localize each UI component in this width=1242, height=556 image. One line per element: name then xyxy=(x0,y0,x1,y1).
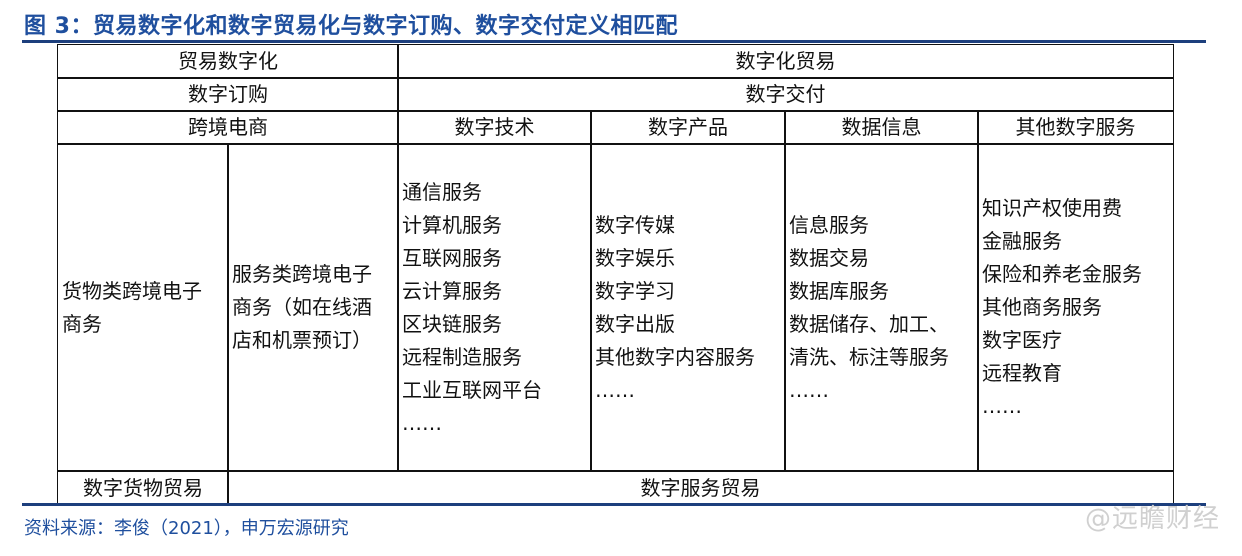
header-data-info: 数据信息 xyxy=(784,110,979,145)
list-item: 区块链服务 xyxy=(402,311,502,336)
header-trade-digitalization: 贸易数字化 xyxy=(57,44,399,79)
cell-goods-ecommerce: 货物类跨境电子 商务 xyxy=(57,143,229,472)
list-item: 计算机服务 xyxy=(402,212,502,237)
list-item: 工业互联网平台 xyxy=(402,377,542,402)
text-line: 商务（如在线酒 xyxy=(232,295,372,319)
list-item: 数据库服务 xyxy=(789,278,889,303)
header-digital-delivery: 数字交付 xyxy=(397,77,1174,112)
cell-digital-services-trade: 数字服务贸易 xyxy=(227,470,1174,506)
list-item: 互联网服务 xyxy=(402,245,502,270)
list-item: 其他商务服务 xyxy=(982,295,1102,319)
list-item: 通信服务 xyxy=(402,179,482,204)
list-item: …… xyxy=(402,410,442,435)
list-item: 远程教育 xyxy=(982,361,1062,385)
list-item: 知识产权使用费 xyxy=(982,196,1122,220)
list-item: 数字学习 xyxy=(595,278,675,303)
list-item: …… xyxy=(595,377,635,402)
cell-digital-goods-trade: 数字货物贸易 xyxy=(57,470,229,506)
list-item: 远程制造服务 xyxy=(402,344,522,369)
list-item: 数字出版 xyxy=(595,311,675,336)
cell-digital-tech: 通信服务计算机服务互联网服务云计算服务区块链服务远程制造服务 工业互联网平台 …… xyxy=(397,143,592,472)
list-item: 数据储存、加工、 xyxy=(789,311,949,336)
header-digital-products: 数字产品 xyxy=(590,110,786,145)
title-rule xyxy=(22,40,1206,43)
text-line: 店和机票预订） xyxy=(232,328,372,352)
text-line: 商务 xyxy=(62,311,102,336)
cell-digital-products: 数字传媒数字娱乐数字学习数字出版其他数字内容服务 …… xyxy=(590,143,786,472)
list-item: 信息服务 xyxy=(789,212,869,237)
list-item: 数字娱乐 xyxy=(595,245,675,270)
cell-other-services: 知识产权使用费 金融服务保险和养老金服务 其他商务服务 数字医疗远程教育 …… xyxy=(977,143,1174,472)
list-item: 清洗、标注等服务 xyxy=(789,344,949,369)
header-digital-trade: 数字化贸易 xyxy=(397,44,1174,79)
list-item: 其他数字内容服务 xyxy=(595,344,755,369)
list-item: 数字医疗 xyxy=(982,328,1062,352)
list-item: 数据交易 xyxy=(789,245,869,270)
list-item: 保险和养老金服务 xyxy=(982,262,1142,286)
list-item: 金融服务 xyxy=(982,229,1062,253)
header-digital-ordering: 数字订购 xyxy=(57,77,399,112)
list-item: …… xyxy=(789,377,829,402)
watermark: @远瞻财经 xyxy=(1084,504,1220,534)
cell-services-ecommerce: 服务类跨境电子 商务（如在线酒 店和机票预订） xyxy=(227,143,399,472)
source-note: 资料来源：李俊（2021），申万宏源研究 xyxy=(24,518,349,539)
figure-title: 图 3：贸易数字化和数字贸易化与数字订购、数字交付定义相匹配 xyxy=(24,14,678,39)
bottom-rule xyxy=(22,503,1206,506)
header-digital-tech: 数字技术 xyxy=(397,110,592,145)
cell-data-info: 信息服务数据交易数据库服务数据储存、加工、 清洗、标注等服务 …… xyxy=(784,143,979,472)
text-line: 服务类跨境电子 xyxy=(232,262,372,286)
list-item: 云计算服务 xyxy=(402,278,502,303)
header-other-services: 其他数字服务 xyxy=(977,110,1174,145)
text-line: 货物类跨境电子 xyxy=(62,278,202,303)
list-item: 数字传媒 xyxy=(595,212,675,237)
list-item: …… xyxy=(982,394,1022,418)
header-cross-border-ecommerce: 跨境电商 xyxy=(57,110,399,145)
